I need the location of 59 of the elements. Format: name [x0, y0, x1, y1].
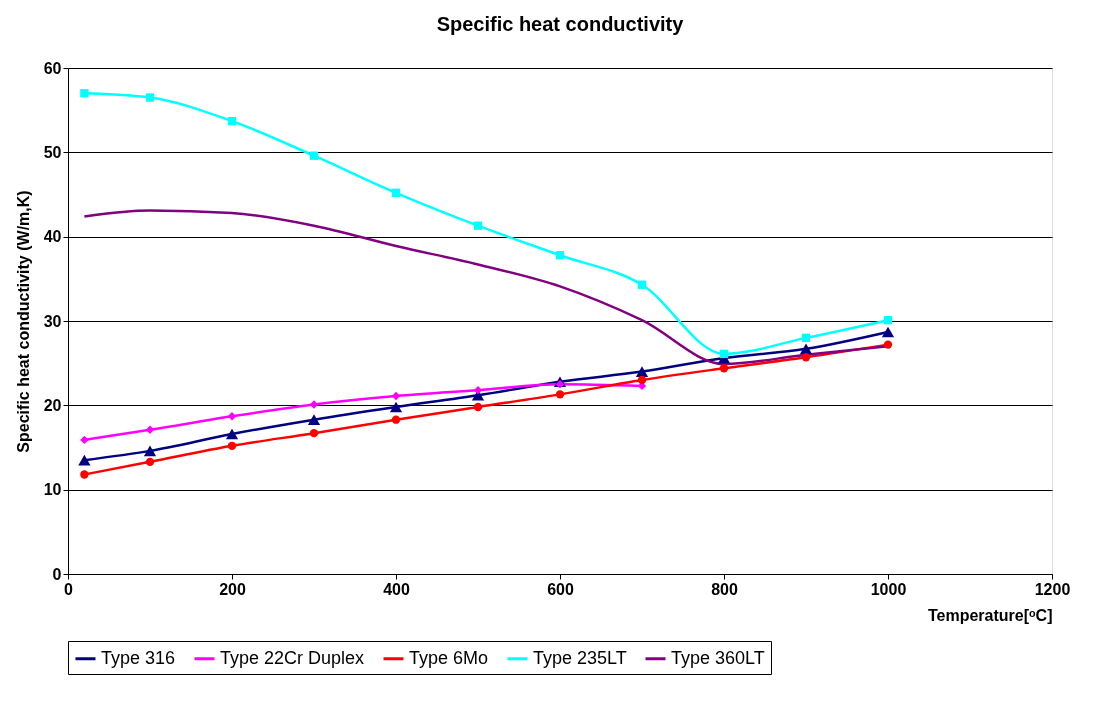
point: [145, 457, 155, 467]
point: [80, 89, 89, 98]
legend-label: Type 6Mo: [409, 647, 489, 668]
point: [799, 343, 813, 355]
y-tick-label: 50: [43, 143, 62, 161]
point: [145, 93, 155, 102]
x-tick-label: 200: [219, 580, 246, 598]
y-tick-label: 40: [43, 228, 62, 246]
y-tick-label: 10: [43, 481, 62, 499]
x-tick-label: 400: [383, 580, 410, 598]
point: [473, 221, 483, 230]
point: [719, 349, 729, 359]
point: [391, 391, 401, 401]
point: [637, 375, 647, 385]
y-axis-title: Specific heat conductivity (W/m,K): [14, 190, 32, 453]
point: [719, 364, 729, 373]
y-tick-label: 0: [52, 565, 62, 583]
y-tick-label: 60: [43, 59, 62, 77]
point: [307, 414, 321, 425]
point: [227, 412, 237, 421]
legend-label: Type 22Cr Duplex: [220, 647, 365, 668]
point: [473, 402, 483, 412]
point: [309, 428, 319, 438]
legend-label: Type 235LT: [533, 647, 627, 668]
point: [555, 251, 565, 260]
x-tick-label: 800: [711, 580, 738, 598]
y-tick-label: 20: [43, 396, 62, 414]
point: [555, 390, 565, 399]
point: [391, 415, 401, 424]
point: [143, 445, 157, 457]
point: [391, 188, 401, 197]
x-tick-label: 1000: [870, 580, 907, 598]
x-tick-label: 1200: [1034, 580, 1071, 598]
point: [78, 454, 91, 466]
x-tick-label: 600: [547, 580, 574, 598]
point: [883, 340, 893, 349]
y-tick-label: 30: [43, 312, 62, 330]
point: [225, 428, 239, 440]
point: [883, 315, 893, 325]
legend-label: Type 316: [101, 647, 176, 668]
point: [801, 333, 811, 343]
point: [473, 385, 483, 395]
point: [227, 441, 237, 450]
point: [309, 151, 319, 160]
point: [637, 280, 647, 289]
point: [80, 435, 89, 445]
point: [801, 353, 811, 362]
point: [635, 366, 649, 377]
point: [309, 400, 319, 409]
x-axis-title: Temperature[ᵒC]: [927, 606, 1053, 624]
point: [389, 401, 403, 413]
point: [80, 470, 89, 479]
x-tick-label: 0: [64, 580, 74, 598]
point: [881, 326, 895, 338]
point: [555, 380, 565, 389]
point: [227, 116, 237, 126]
chart-title: Specific heat conductivity: [436, 13, 685, 35]
legend-label: Type 360LT: [671, 647, 765, 668]
point: [145, 425, 155, 434]
